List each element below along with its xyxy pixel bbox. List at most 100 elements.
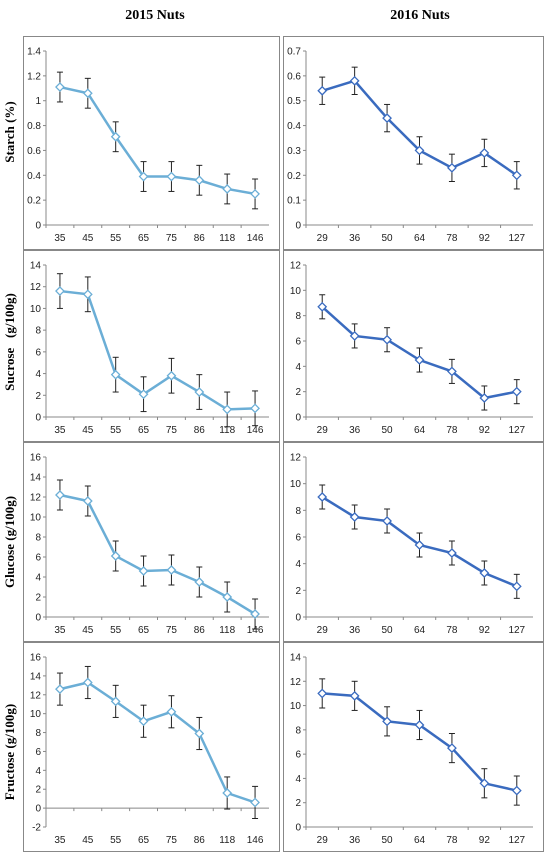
data-point	[110, 696, 121, 707]
y-tick-label: 0.6	[287, 71, 301, 82]
y-tick-label: 14	[290, 653, 302, 664]
data-point	[222, 404, 233, 415]
data-point	[479, 778, 490, 789]
y-tick-label: 1	[35, 96, 41, 107]
series-line	[59, 493, 256, 616]
x-tick-label: 78	[446, 835, 458, 846]
data-point	[222, 592, 233, 602]
y-tick-label: 8	[295, 506, 301, 517]
x-tick-label: 86	[194, 625, 206, 636]
data-point	[414, 145, 425, 156]
data-point	[447, 548, 457, 558]
y-tick-label: 12	[30, 493, 42, 504]
y-tick-label: 12	[290, 453, 302, 464]
y-tick-label: 0.3	[287, 146, 301, 157]
y-tick-label: 6	[295, 533, 301, 544]
y-tick-label: 10	[30, 709, 42, 720]
x-tick-label: 45	[82, 625, 94, 636]
x-tick-label: 146	[247, 625, 264, 636]
x-tick-label: 64	[414, 425, 426, 436]
y-tick-label: 4	[35, 369, 41, 380]
data-point	[349, 331, 360, 341]
x-tick-label: 65	[138, 625, 150, 636]
y-tick-label: 1.4	[27, 47, 41, 58]
x-tick-label: 55	[110, 233, 122, 244]
y-tick-label: 10	[30, 304, 42, 315]
x-tick-label: 50	[382, 233, 394, 244]
x-tick-label: 55	[110, 835, 122, 846]
y-tick-label: 0	[35, 413, 41, 424]
header-2015: 2015 Nuts	[125, 8, 185, 23]
x-tick-label: 75	[166, 625, 178, 636]
y-tick-label: 6	[35, 347, 41, 358]
y-tick-label: 12	[30, 690, 42, 701]
x-tick-label: 127	[508, 233, 525, 244]
data-point	[110, 369, 121, 380]
chart-panel-starch-2015: 0 0.2 0.4 0.6 0.8 1 1.2 1.4 35 45 55 65 75 86 118 146	[23, 36, 280, 250]
y-tick-label: 0.2	[27, 196, 41, 207]
x-tick-label: 65	[138, 425, 150, 436]
data-point	[317, 492, 328, 502]
y-tick-label: 8	[35, 728, 41, 739]
x-tick-label: 146	[247, 233, 264, 244]
y-tick-label: -2	[32, 823, 41, 834]
data-point	[222, 184, 233, 194]
data-point	[382, 334, 392, 345]
y-tick-label: 16	[30, 653, 42, 664]
y-tick-label: 0.2	[287, 171, 301, 182]
data-point	[447, 366, 457, 377]
y-tick-label: 10	[290, 286, 302, 297]
x-tick-label: 45	[82, 425, 94, 436]
data-point	[382, 716, 392, 727]
x-tick-label: 29	[317, 625, 329, 636]
x-tick-label: 36	[349, 835, 361, 846]
y-tick-label: 8	[295, 311, 301, 322]
y-tick-label: 16	[30, 453, 42, 464]
x-tick-label: 92	[479, 233, 491, 244]
data-point	[110, 131, 121, 142]
x-tick-label: 36	[349, 625, 361, 636]
data-point	[55, 82, 65, 92]
data-point	[447, 162, 457, 173]
x-tick-label: 146	[247, 425, 264, 436]
data-point	[166, 706, 177, 717]
y-tick-label: 4	[295, 559, 301, 570]
y-tick-label: 4	[295, 774, 301, 785]
x-tick-label: 127	[508, 625, 525, 636]
data-point	[317, 688, 328, 699]
data-point	[317, 85, 328, 96]
data-point	[82, 88, 93, 99]
y-tick-label: 1.2	[27, 71, 41, 82]
data-point	[511, 785, 522, 796]
data-point	[194, 577, 205, 587]
y-tick-label: 4	[295, 362, 301, 373]
x-tick-label: 86	[194, 233, 206, 244]
row-label-starch: Starch (%)	[2, 101, 17, 163]
y-tick-label: 0.5	[287, 96, 301, 107]
y-tick-label: 0	[295, 413, 301, 424]
data-point	[414, 355, 425, 365]
data-point	[166, 565, 177, 575]
x-tick-label: 36	[349, 233, 361, 244]
y-tick-label: 2	[35, 391, 41, 402]
y-tick-label: 8	[35, 533, 41, 544]
x-tick-label: 50	[382, 625, 394, 636]
y-tick-label: 0.4	[27, 171, 41, 182]
series-line	[59, 681, 256, 804]
x-tick-label: 55	[110, 425, 122, 436]
data-point	[138, 171, 149, 182]
x-tick-label: 118	[219, 425, 235, 436]
y-tick-label: 4	[35, 573, 41, 584]
data-point	[194, 175, 205, 186]
x-tick-label: 35	[54, 425, 66, 436]
y-tick-label: 2	[35, 593, 41, 604]
x-tick-label: 78	[446, 625, 458, 636]
data-point	[110, 551, 121, 561]
data-point	[382, 516, 392, 526]
x-tick-label: 118	[219, 233, 235, 244]
data-point	[138, 566, 149, 576]
y-tick-label: 6	[35, 747, 41, 758]
data-point	[55, 684, 65, 695]
x-tick-label: 35	[54, 233, 66, 244]
y-tick-label: 10	[30, 513, 42, 524]
